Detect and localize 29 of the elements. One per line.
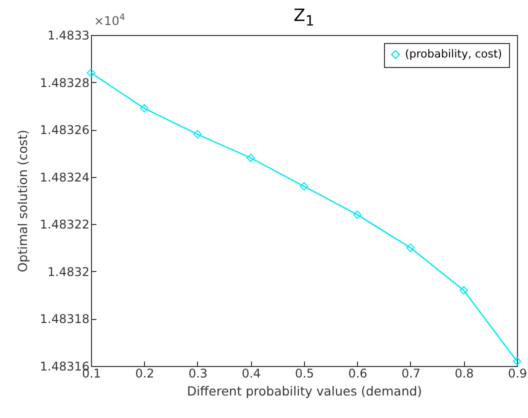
y-axis-title: Optimal solution (cost) [14,130,30,272]
text: ×10$^{4}$ [94,13,126,28]
y-tick-label: 1.4832 [48,264,90,279]
point [300,182,308,191]
point [406,244,415,252]
x-tick-label: 0.7 [401,366,421,380]
x-tick-label: 0.6 [348,366,368,380]
y-tick-label: 1.48328 [40,76,90,90]
x-tick-label: 0.2 [135,366,154,380]
point [460,286,468,295]
y-tick-label: 1.48326 [40,123,90,138]
point [140,104,148,112]
chart-title: Z$_{1}$ [294,6,314,30]
point [353,210,362,219]
x-tick-label: 0.9 [508,366,528,380]
point [86,68,96,78]
point [512,357,522,366]
point [193,130,202,139]
point [246,154,255,162]
legend-label: (probability, cost) [405,48,502,60]
y-tick-label: 1.48318 [40,312,90,326]
y-tick-label: 1.48322 [40,218,90,232]
x-axis-title: Different probability values (demand) [186,384,422,398]
y-tick-label: 1.48324 [40,170,90,184]
x-tick-label: 0.8 [454,366,474,380]
x-tick-label: 0.3 [188,366,208,380]
x-tick-label: 0.5 [294,366,314,380]
y-tick-label: 1.4833 [48,28,90,42]
x-tick-label: 0.4 [242,366,261,380]
